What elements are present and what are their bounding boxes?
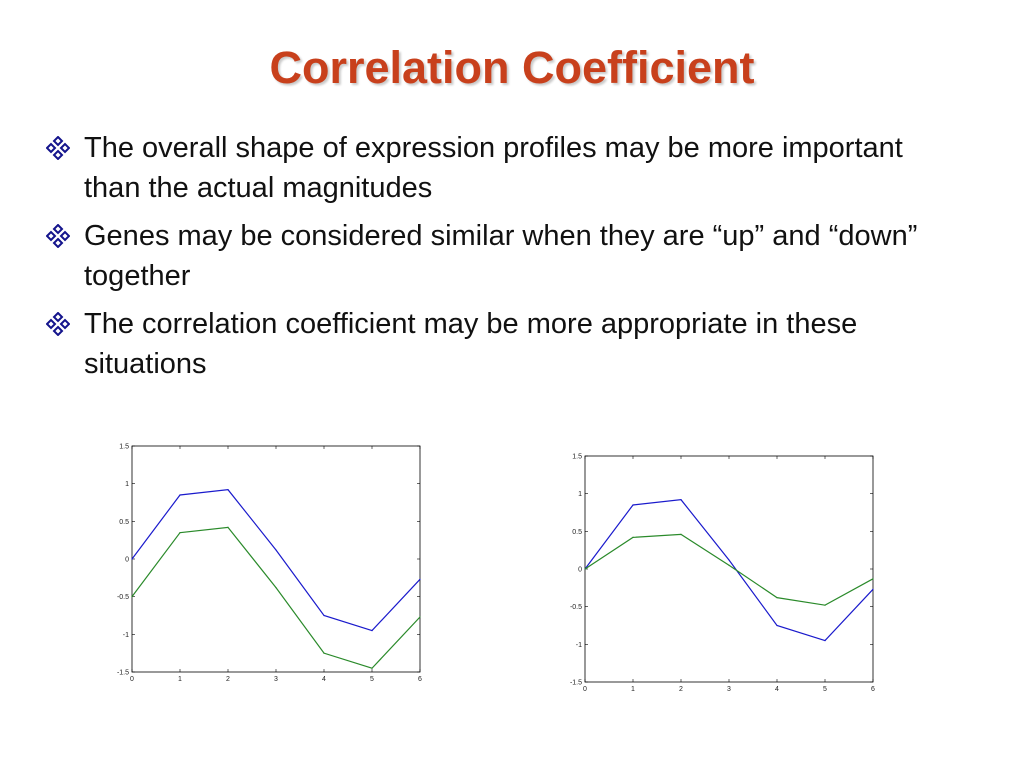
data-point-green bbox=[275, 587, 277, 589]
data-point-green bbox=[179, 532, 181, 534]
x-tick-label: 3 bbox=[274, 676, 278, 683]
x-tick-label: 0 bbox=[130, 676, 134, 683]
data-point-blue bbox=[632, 504, 634, 506]
data-point-blue bbox=[728, 559, 730, 561]
series-line-blue bbox=[131, 489, 421, 632]
bullet-text: The correlation coefficient may be more … bbox=[84, 308, 858, 380]
data-point-green bbox=[872, 578, 874, 580]
series-line-blue bbox=[584, 499, 874, 642]
x-tick-label: 0 bbox=[583, 686, 587, 693]
x-tick-label: 2 bbox=[226, 676, 230, 683]
y-tick-label: 1.5 bbox=[119, 444, 129, 451]
data-point-blue bbox=[872, 588, 874, 590]
data-point-green bbox=[323, 652, 325, 654]
plot-frame bbox=[584, 455, 874, 683]
x-tick-label: 6 bbox=[418, 676, 422, 683]
y-tick-label: 0.5 bbox=[119, 519, 129, 526]
data-point-green bbox=[584, 568, 586, 570]
data-point-blue bbox=[371, 629, 373, 632]
data-point-green bbox=[632, 536, 634, 538]
x-tick-label: 5 bbox=[823, 686, 827, 693]
y-tick-label: 1 bbox=[125, 481, 129, 488]
x-tick-label: 5 bbox=[370, 676, 374, 683]
y-tick-label: 1.5 bbox=[572, 454, 582, 461]
bullet-item: Genes may be considered similar when the… bbox=[45, 216, 946, 296]
data-point-green bbox=[371, 667, 373, 669]
data-point-blue bbox=[824, 639, 826, 642]
data-point-blue bbox=[275, 549, 277, 551]
data-point-blue bbox=[323, 614, 325, 617]
bullet-list: The overall shape of expression profiles… bbox=[45, 128, 946, 392]
plot-frame bbox=[131, 445, 421, 673]
y-tick-label: 0.5 bbox=[572, 529, 582, 536]
four-diamond-icon bbox=[45, 304, 84, 341]
data-point-green bbox=[728, 564, 730, 566]
data-point-blue bbox=[227, 489, 229, 491]
data-point-blue bbox=[776, 624, 778, 627]
data-point-blue bbox=[179, 494, 181, 496]
data-point-green bbox=[131, 596, 133, 598]
slide-title: Correlation Coefficient bbox=[269, 42, 755, 93]
y-tick-label: -1.5 bbox=[117, 670, 129, 677]
y-tick-label: -0.5 bbox=[570, 604, 582, 611]
y-tick-label: -1 bbox=[123, 632, 129, 639]
series-line-green bbox=[131, 526, 421, 669]
data-point-green bbox=[824, 604, 826, 606]
x-tick-label: 1 bbox=[631, 686, 635, 693]
x-tick-label: 1 bbox=[178, 676, 182, 683]
x-tick-label: 4 bbox=[322, 676, 326, 683]
bullet-item: The correlation coefficient may be more … bbox=[45, 304, 946, 384]
x-tick-label: 3 bbox=[727, 686, 731, 693]
y-tick-label: -1 bbox=[576, 642, 582, 649]
y-tick-label: 0 bbox=[578, 567, 582, 574]
bullet-text: The overall shape of expression profiles… bbox=[84, 132, 903, 204]
line-chart-right: 0 1 2 3 4 5 6 1.5 1 0.5 0 -0.5 -1 -1.5 bbox=[570, 454, 875, 694]
y-tick-label: 1 bbox=[578, 491, 582, 498]
line-chart-left: 0 1 2 3 4 5 6 1.5 1 0.5 0 -0.5 -1 -1.5 bbox=[117, 444, 422, 684]
data-point-green bbox=[419, 616, 421, 618]
x-tick-label: 6 bbox=[871, 686, 875, 693]
data-point-blue bbox=[131, 558, 133, 560]
x-tick-label: 4 bbox=[775, 686, 779, 693]
y-tick-label: 0 bbox=[125, 557, 129, 564]
series-line-green bbox=[584, 533, 874, 606]
bullet-text: Genes may be considered similar when the… bbox=[84, 220, 918, 292]
data-point-blue bbox=[419, 578, 421, 580]
data-point-green bbox=[227, 526, 229, 528]
four-diamond-icon bbox=[45, 128, 84, 165]
data-point-green bbox=[680, 533, 682, 535]
four-diamond-icon bbox=[45, 216, 84, 253]
y-tick-label: -1.5 bbox=[570, 680, 582, 687]
data-point-blue bbox=[680, 499, 682, 501]
data-point-green bbox=[776, 597, 778, 599]
y-tick-label: -0.5 bbox=[117, 594, 129, 601]
x-tick-label: 2 bbox=[679, 686, 683, 693]
bullet-item: The overall shape of expression profiles… bbox=[45, 128, 946, 208]
